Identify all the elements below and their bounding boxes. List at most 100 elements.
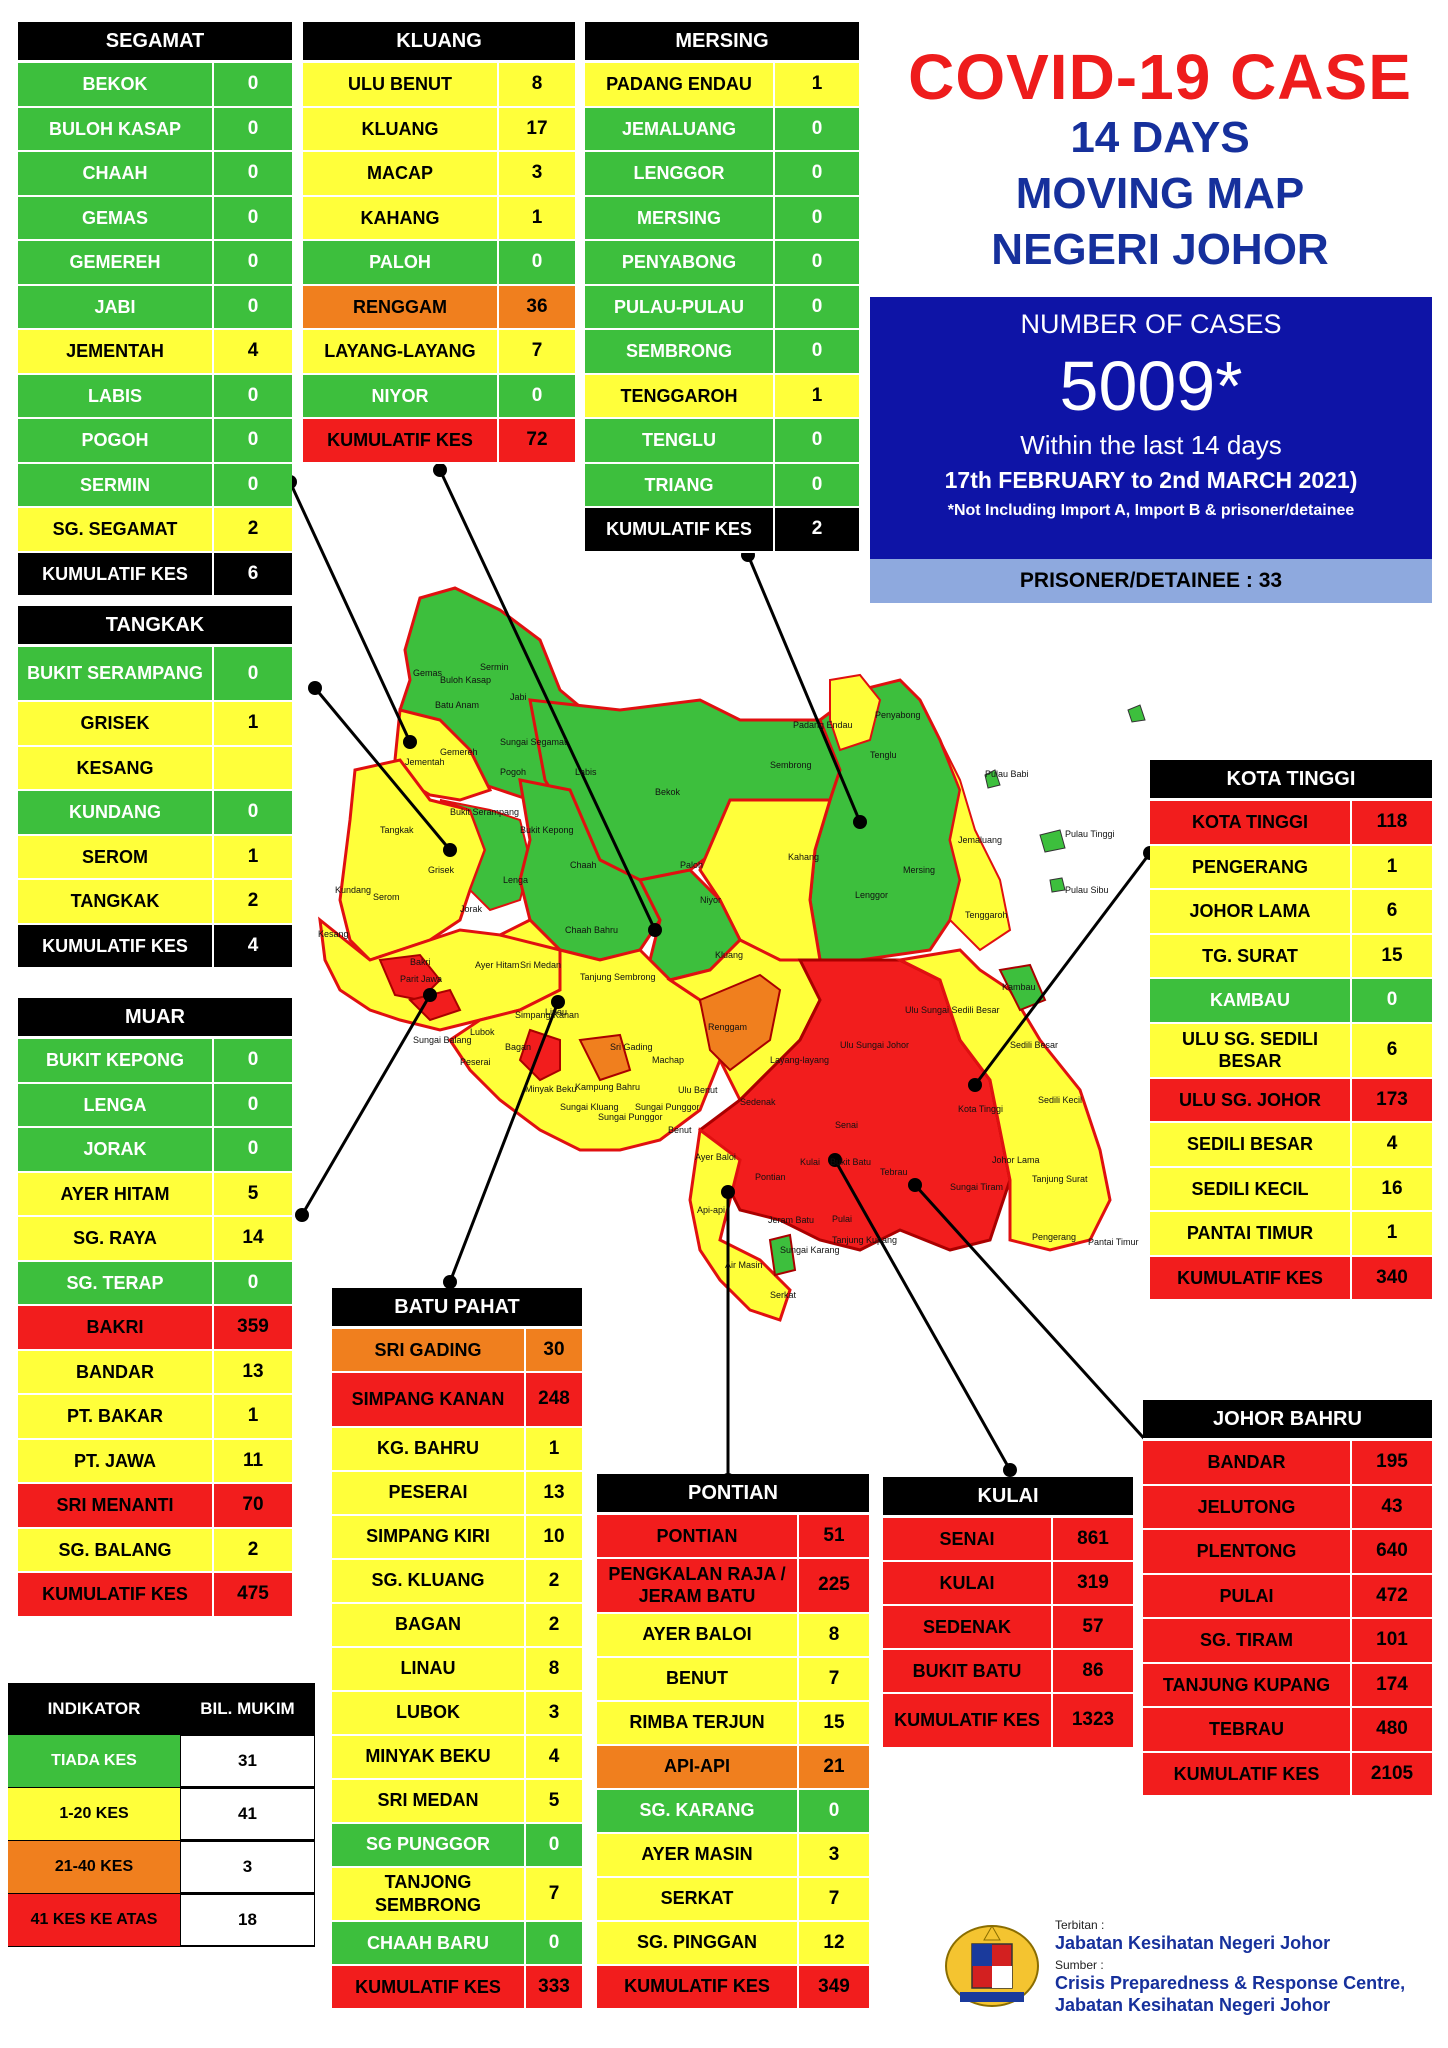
- map-label: Pulau Tinggi: [1065, 829, 1115, 839]
- mukim-name: RIMBA TERJUN: [597, 1701, 799, 1744]
- case-count: 0: [811, 117, 823, 139]
- case-count: 349: [818, 1975, 850, 1997]
- table-row: LENGA 0: [18, 1083, 292, 1128]
- map-sg-karang-region: [768, 1233, 797, 1277]
- case-count: 333: [538, 1976, 570, 1997]
- mukim-name: SG. TIRAM: [1143, 1619, 1352, 1662]
- mukim-name: BUKIT SERAMPANG: [18, 647, 214, 701]
- map-label: Machap: [652, 1055, 684, 1065]
- legend-label: 1-20 KES: [8, 1788, 180, 1840]
- mukim-name: SENAI: [883, 1518, 1053, 1560]
- table-row: TG. SURAT 15: [1150, 934, 1432, 979]
- case-count: 0: [828, 1799, 840, 1821]
- map-label: Bukit Kepong: [520, 825, 574, 835]
- case-count: 0: [247, 473, 259, 495]
- legend-row: 41 KES KE ATAS 18: [8, 1894, 315, 1947]
- mukim-name: SEDILI BESAR: [1150, 1123, 1352, 1166]
- mukim-name: CHAAH: [18, 152, 214, 195]
- table-row: PT. JAWA 11: [18, 1439, 292, 1484]
- map-label: Simpang Kanan: [515, 1010, 579, 1020]
- case-count: 0: [247, 1271, 259, 1293]
- sumber-label: Sumber :: [1055, 1958, 1104, 1972]
- case-count: 4: [247, 340, 259, 362]
- map-label: Niyor: [700, 895, 721, 905]
- mukim-name: SG. SEGAMAT: [18, 508, 214, 551]
- map-label: Gemas: [413, 668, 443, 678]
- map-island-2: [984, 769, 1001, 789]
- map-label: Pontian: [755, 1172, 786, 1182]
- terbitan: Jabatan Kesihatan Negeri Johor: [1055, 1933, 1331, 1953]
- case-count: 173: [1376, 1088, 1408, 1110]
- table-header: SEGAMAT: [18, 22, 292, 63]
- mukim-name: POGOH: [18, 419, 214, 462]
- mukim-name: TENGGAROH: [585, 374, 775, 417]
- case-count: 51: [823, 1525, 845, 1546]
- mukim-name: RENGGAM: [303, 285, 499, 328]
- legend: INDIKATOR BIL. MUKIM TIADA KES 31 1-20 KES…: [8, 1683, 315, 1947]
- map-island-1: [1127, 704, 1146, 723]
- table-row: PONTIAN 51: [597, 1515, 869, 1559]
- map-label: Parit Jawa: [400, 974, 442, 984]
- table-row: LAYANG-LAYANG 7: [303, 330, 575, 375]
- page-title: COVID-19 CASE: [908, 41, 1412, 113]
- table-row: PADANG ENDAU 1: [585, 63, 859, 108]
- map-label: Kluang: [715, 950, 743, 960]
- legend-col-count: BIL. MUKIM: [200, 1699, 295, 1718]
- table-row: MINYAK BEKU 4: [332, 1735, 582, 1780]
- table-row: SG. PINGGAN 12: [597, 1921, 869, 1966]
- table-row: SG. KLUANG 2: [332, 1559, 582, 1604]
- table-row: MACAP 3: [303, 152, 575, 197]
- case-count: 7: [531, 340, 543, 362]
- mukim-name: MACAP: [303, 152, 499, 195]
- case-count: 0: [247, 162, 259, 184]
- map-label: Batu Anam: [435, 700, 479, 710]
- sumber-line-1: Crisis Preparedness & Response Centre,: [1055, 1973, 1406, 1993]
- summary-label: NUMBER OF CASES: [1020, 309, 1282, 339]
- table-pontian: PONTIAN PONTIAN 51 PENGKALAN RAJA / JERAM B…: [597, 1474, 869, 2010]
- table-row: SG PUNGGOR 0: [332, 1823, 582, 1868]
- table-row: TENGGAROH 1: [585, 374, 859, 419]
- mukim-name: SG. KLUANG: [332, 1559, 526, 1602]
- table-header: BATU PAHAT: [332, 1288, 582, 1329]
- map-label: Renggam: [708, 1022, 747, 1032]
- mukim-name: TANGKAK: [18, 880, 214, 923]
- case-count: 640: [1376, 1540, 1408, 1562]
- mukim-name: BANDAR: [1143, 1441, 1352, 1484]
- table-row: PENGERANG 1: [1150, 845, 1432, 890]
- map-label: Pogoh: [500, 767, 526, 777]
- mukim-name: KAHANG: [303, 196, 499, 239]
- case-count: 2: [811, 518, 823, 540]
- legend-count: 3: [180, 1841, 315, 1893]
- table-row: SERKAT 7: [597, 1877, 869, 1922]
- case-count: 0: [247, 251, 259, 273]
- mukim-name: KULAI: [883, 1562, 1053, 1604]
- table-segamat: SEGAMAT BEKOK 0 BULOH KASAP 0 CHAAH 0 GEMAS 0 GEM…: [18, 22, 292, 597]
- table-row: JOHOR LAMA 6: [1150, 890, 1432, 935]
- map-label: Chaah: [570, 860, 597, 870]
- table-row: PENGKALAN RAJA / JERAM BATU 225: [597, 1559, 869, 1614]
- mukim-name: SERMIN: [18, 463, 214, 506]
- table-tangkak: TANGKAK BUKIT SERAMPANG 0 GRISEK 1 KESANG KUND…: [18, 606, 292, 970]
- mukim-name: AYER MASIN: [597, 1833, 799, 1876]
- case-count: 12: [823, 1931, 845, 1953]
- table-row: SG. KARANG 0: [597, 1789, 869, 1834]
- mukim-name: TEBRAU: [1143, 1708, 1352, 1751]
- table-row: GEMEREH 0: [18, 241, 292, 286]
- map-label: Johor Lama: [992, 1155, 1040, 1165]
- table-row: LINAU 8: [332, 1647, 582, 1692]
- case-count: 0: [811, 162, 823, 184]
- map-label: Tanjung Sembrong: [580, 972, 656, 982]
- map-label: Minyak Beku: [525, 1084, 577, 1094]
- table-johor-bahru: JOHOR BAHRU BANDAR 195 JELUTONG 43 PLENTONG 64…: [1143, 1400, 1432, 1797]
- map-label: Air Masin: [725, 1260, 763, 1270]
- case-count: 1: [811, 73, 823, 95]
- case-count: 0: [548, 1833, 560, 1855]
- table-row: KAMBAU 0: [1150, 979, 1432, 1024]
- table-row: TRIANG 0: [585, 463, 859, 508]
- map-label: Tanjung Kupang: [832, 1235, 897, 1245]
- map-label: Kesang: [318, 929, 349, 939]
- mukim-name: SEDENAK: [883, 1606, 1053, 1648]
- mukim-name: SERKAT: [597, 1877, 799, 1920]
- mukim-name: TRIANG: [585, 463, 775, 506]
- map-label: Jementah: [405, 757, 445, 767]
